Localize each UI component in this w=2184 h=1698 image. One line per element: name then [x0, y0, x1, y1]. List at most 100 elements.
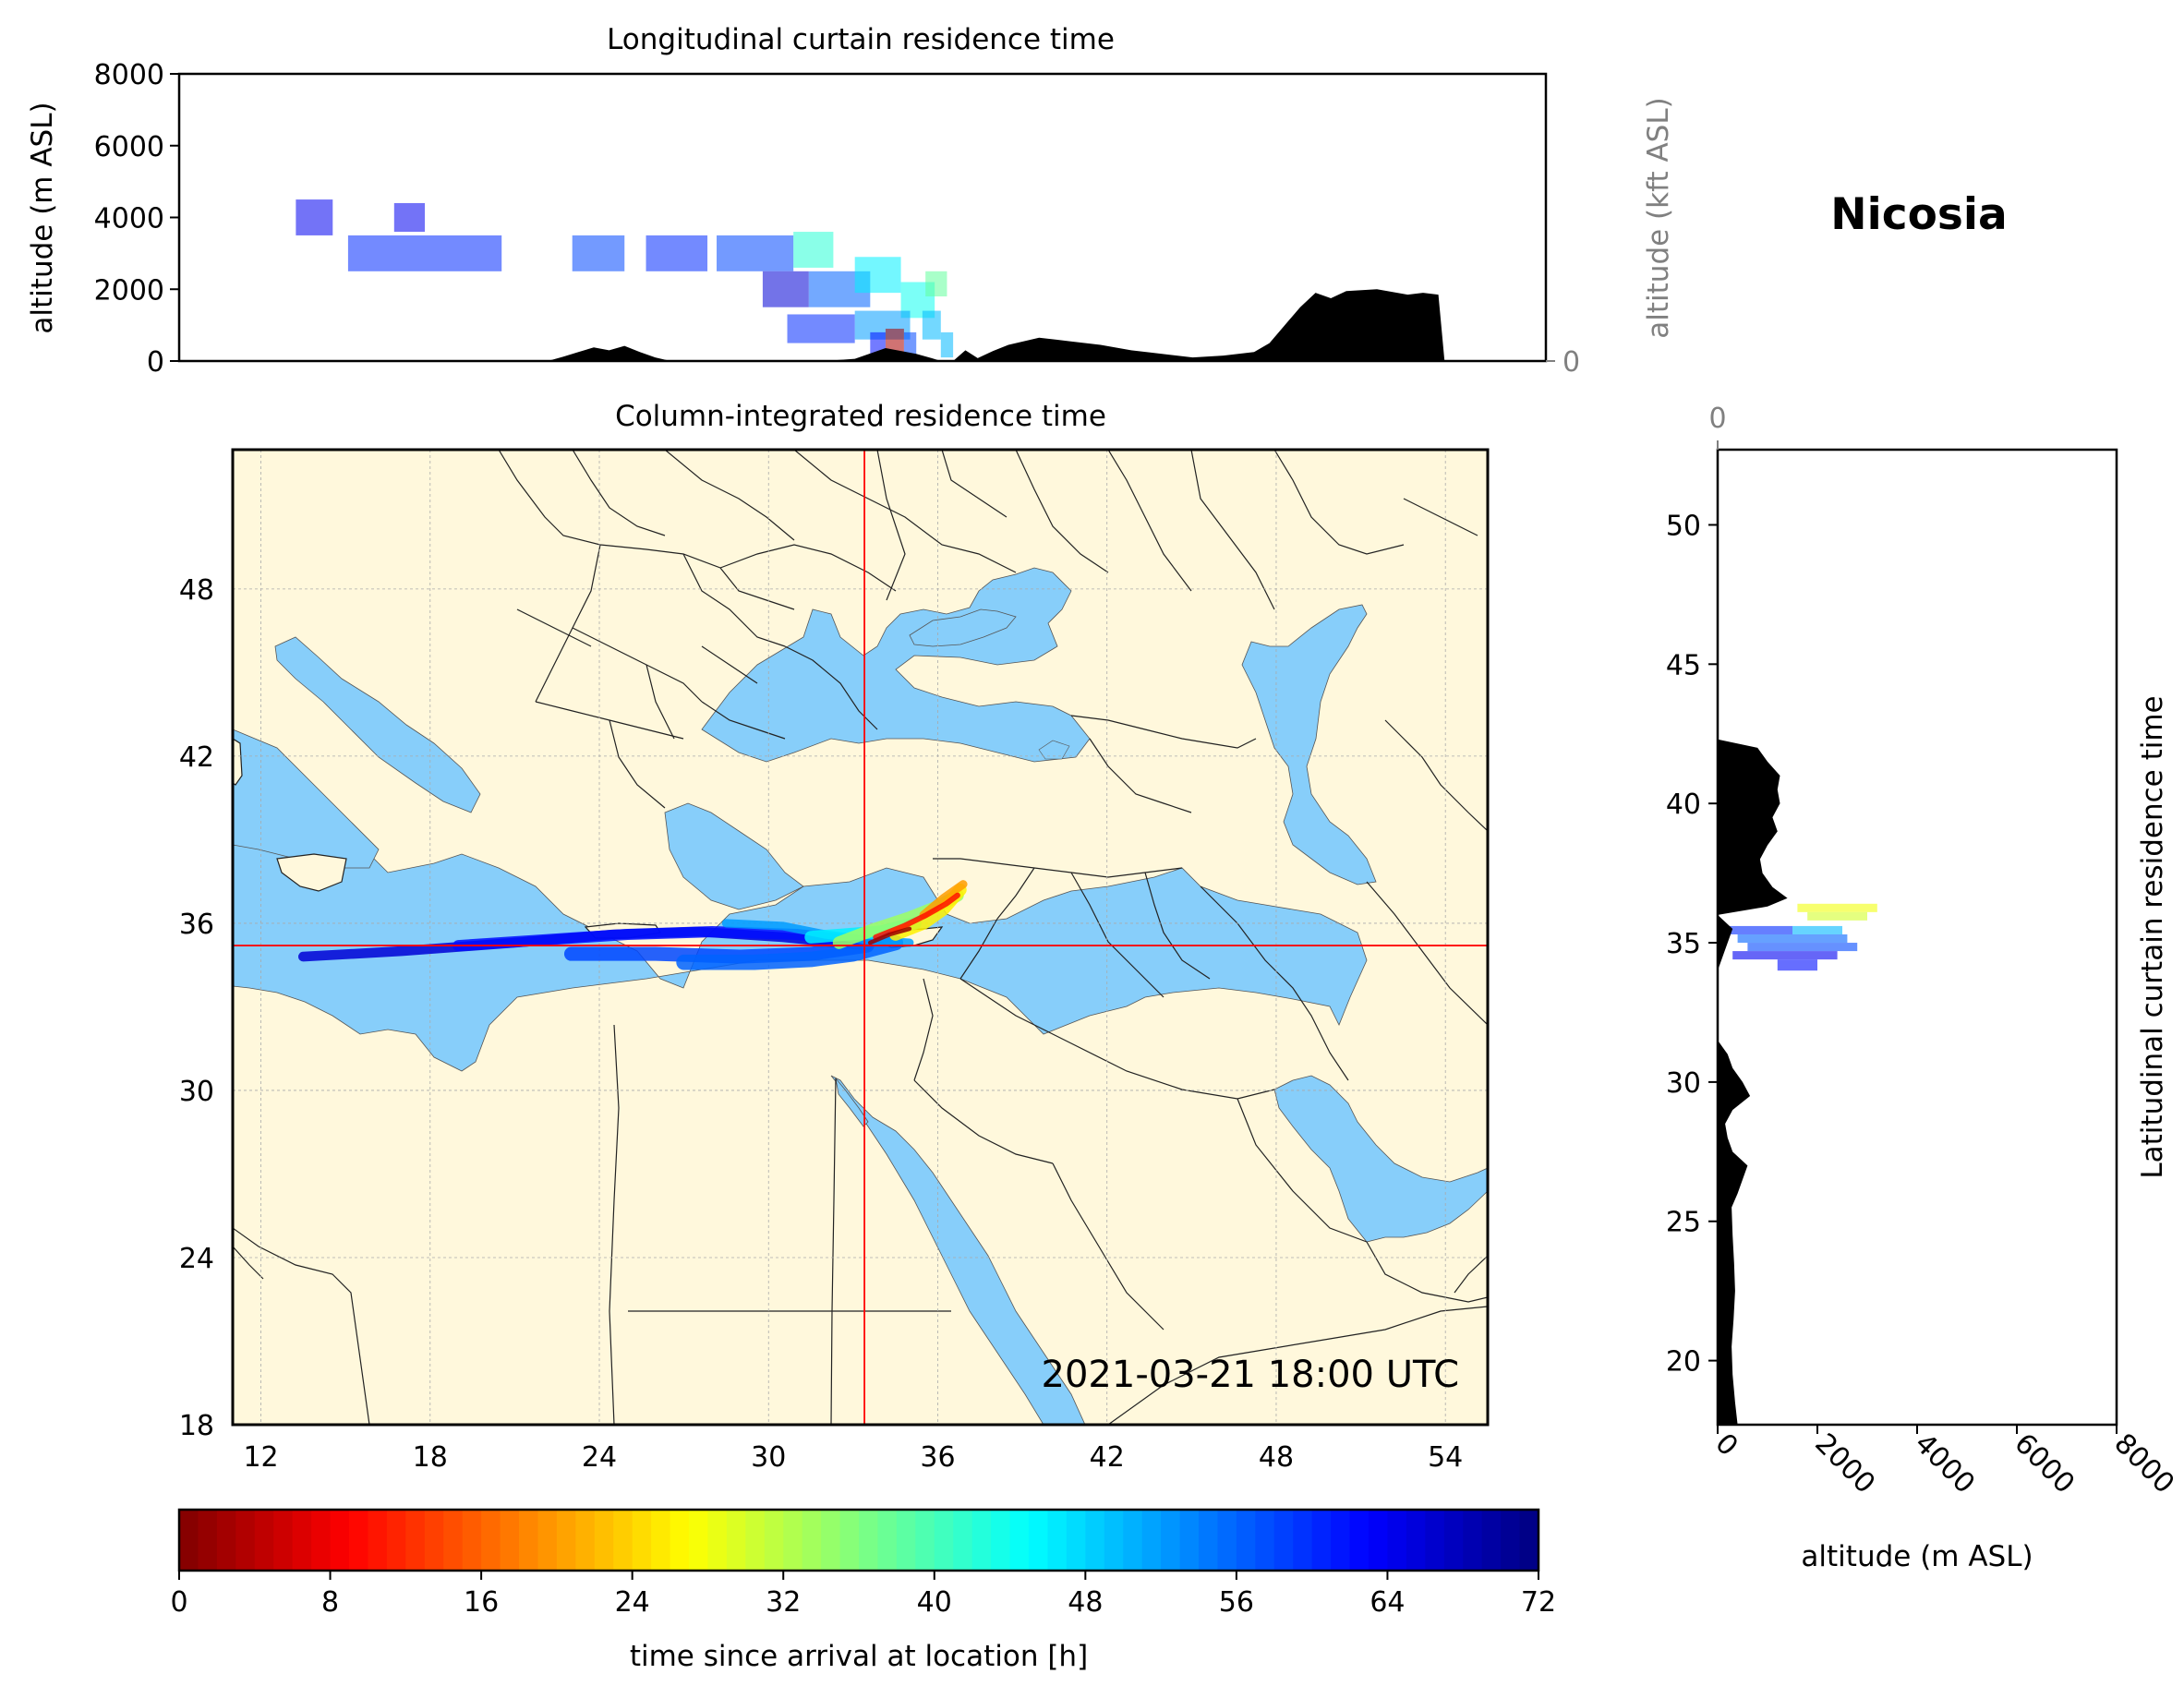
colorbar-segment — [991, 1510, 1011, 1571]
colorbar-segment — [613, 1510, 633, 1571]
colorbar-segment — [1463, 1510, 1483, 1571]
longitudinal-ytick-label: 0 — [147, 346, 164, 379]
latitudinal-ytick-label: 35 — [1666, 928, 1701, 960]
latitudinal-plume-cell — [1792, 925, 1842, 934]
colorbar-segment — [651, 1510, 671, 1571]
latitudinal-plume-cell — [1777, 959, 1817, 971]
longitudinal-ytick-label: 6000 — [94, 131, 164, 163]
longitudinal-plume-cell — [903, 331, 917, 358]
longitudinal-yticks-right: 050100 — [1546, 346, 1580, 379]
latitudinal-ytick-label: 45 — [1666, 649, 1701, 681]
map-ytick-label: 42 — [179, 741, 214, 774]
adriatic-sea — [274, 636, 481, 813]
colorbar-segment — [1236, 1510, 1256, 1571]
latitudinal-ytick-label: 25 — [1666, 1207, 1701, 1239]
colorbar-segment — [1141, 1510, 1162, 1571]
longitudinal-plume-cell — [572, 235, 625, 271]
longitudinal-ytick-label: 4000 — [94, 203, 164, 235]
colorbar-segment — [556, 1510, 576, 1571]
map-xtick-label: 30 — [751, 1441, 786, 1474]
colorbar-segment — [368, 1510, 388, 1571]
colorbar-tick-label: 48 — [1068, 1586, 1103, 1619]
map-xtick-label: 48 — [1259, 1441, 1294, 1474]
caspian-sea — [1241, 604, 1377, 885]
sea-of-azov — [909, 608, 1017, 647]
colorbar-tick-label: 40 — [917, 1586, 952, 1619]
latitudinal-xticks-top: 050100 — [1708, 403, 1727, 450]
colorbar-segment — [877, 1510, 898, 1571]
map-xticks: 12 18 24 30 36 42 48 54 — [243, 1441, 1463, 1474]
longitudinal-plume-cell — [925, 271, 947, 297]
longitudinal-title: Longitudinal curtain residence time — [607, 23, 1115, 56]
timestamp: 2021-03-21 18:00 UTC — [1042, 1354, 1459, 1396]
column-plume-strand — [867, 926, 912, 945]
colorbar-segment — [273, 1510, 294, 1571]
colorbar-segment — [1519, 1510, 1539, 1571]
colorbar-segment — [1349, 1510, 1370, 1571]
colorbar-segment — [971, 1510, 992, 1571]
colorbar-tick-label: 64 — [1370, 1586, 1405, 1619]
colorbar-segment — [1066, 1510, 1086, 1571]
latitudinal-xtick-label: 2000 — [1808, 1427, 1881, 1500]
colorbar-segment — [745, 1510, 766, 1571]
colorbar-segment — [594, 1510, 614, 1571]
colorbar-segment — [537, 1510, 558, 1571]
latitudinal-terrain — [1718, 450, 1788, 1425]
column-title: Column-integrated residence time — [615, 400, 1106, 433]
map-yticks: 18 24 30 36 42 48 — [179, 574, 214, 1442]
colorbar-segment — [1161, 1510, 1181, 1571]
map-ytick-label: 36 — [179, 909, 214, 941]
column-plume-strand — [919, 880, 968, 920]
persian-gulf — [1273, 1075, 1488, 1243]
country-borders — [233, 450, 1488, 1425]
colorbar-segment — [1179, 1510, 1200, 1571]
latitudinal-plume-cell — [1807, 911, 1867, 921]
colorbar-segment — [632, 1510, 652, 1571]
colorbar-segment — [1217, 1510, 1237, 1571]
colorbar-segment — [254, 1510, 274, 1571]
longitudinal-ylabel-right: altitude (kft ASL) — [1642, 97, 1675, 338]
colorbar-segment — [859, 1510, 879, 1571]
column-plume — [298, 880, 968, 970]
longitudinal-plume-cell — [717, 235, 794, 271]
longitudinal-plume-cell — [646, 235, 708, 271]
colorbar-segment — [915, 1510, 935, 1571]
lake-tuz — [1038, 740, 1070, 760]
latitudinal-plume-cell — [1727, 925, 1792, 934]
colorbar-segment — [783, 1510, 803, 1571]
colorbar-segment — [934, 1510, 954, 1571]
latitudinal-ytick-label: 30 — [1666, 1067, 1701, 1100]
colorbar-segment — [1009, 1510, 1030, 1571]
colorbar: 0 8 16 24 32 40 48 56 64 72 time since arrival at… — [170, 1508, 1556, 1673]
colorbar-segment — [1255, 1510, 1275, 1571]
latitudinal-xtick-label: 4000 — [1908, 1427, 1981, 1500]
colorbar-segment — [462, 1510, 482, 1571]
colorbar-segment — [1311, 1510, 1332, 1571]
colorbar-gradient — [179, 1510, 1539, 1571]
longitudinal-plume-cell — [922, 310, 941, 340]
sardinia-island — [233, 738, 243, 786]
red-sea — [830, 1075, 1086, 1425]
latitudinal-xtick-label: 0 — [1708, 1427, 1744, 1463]
longitudinal-plume — [296, 199, 954, 358]
colorbar-segment — [179, 1510, 199, 1571]
map-xtick-label: 18 — [413, 1441, 448, 1474]
latitudinal-ytick-label: 40 — [1666, 789, 1701, 821]
colorbar-segment — [1443, 1510, 1464, 1571]
map-xtick-label: 12 — [243, 1441, 278, 1474]
colorbar-segment — [405, 1510, 426, 1571]
latitudinal-plume-cell — [1732, 951, 1838, 960]
longitudinal-panel: Longitudinal curtain residence time 0 200… — [26, 23, 1675, 379]
latitudinal-title: Latitudinal curtain residence time — [2136, 695, 2169, 1178]
colorbar-segment — [1293, 1510, 1313, 1571]
colorbar-segment — [349, 1510, 369, 1571]
colorbar-segment — [1273, 1510, 1294, 1571]
map-xtick-label: 54 — [1428, 1441, 1463, 1474]
latitudinal-ytick-label: 50 — [1666, 510, 1701, 542]
location-title: Nicosia — [1830, 189, 2007, 240]
colorbar-segment — [330, 1510, 350, 1571]
colorbar-segment — [386, 1510, 406, 1571]
sicily-island — [276, 853, 347, 892]
longitudinal-ytick-right-label: 0 — [1563, 346, 1580, 379]
colorbar-segment — [726, 1510, 746, 1571]
